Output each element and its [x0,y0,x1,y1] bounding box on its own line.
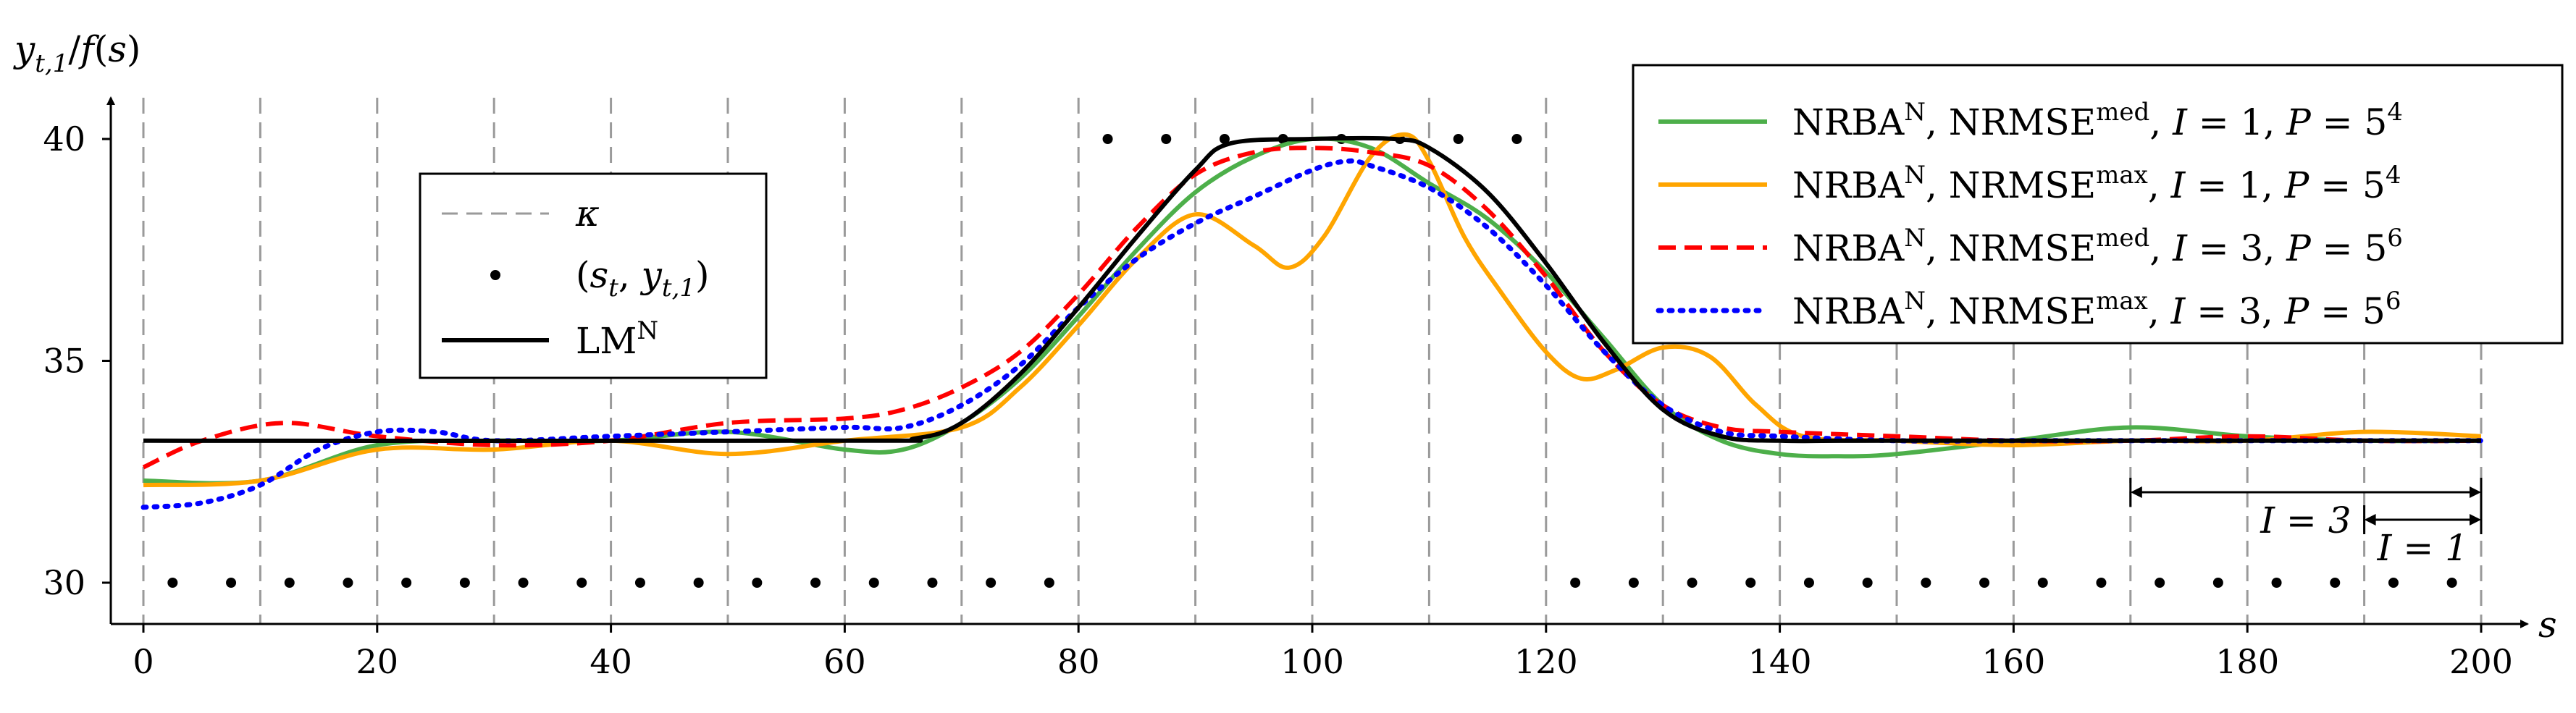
sample-point-32 [2037,578,2048,588]
x-tick-label-6: 120 [1514,642,1578,681]
x-tick-label-8: 160 [1981,642,2045,681]
legend-left: κ (st, yt,1) LMN [419,172,768,379]
interval-arrowhead-right-1 [2470,514,2481,526]
sample-point-23 [1511,134,1522,144]
sample-point-33 [2096,578,2107,588]
sample-point-12 [868,578,879,588]
sample-points [167,134,2457,588]
y-tick-label-2: 40 [43,119,85,159]
interval-arrowhead-right-0 [2470,486,2481,498]
x-tick-label-9: 180 [2215,642,2279,681]
sample-point-5 [459,578,470,588]
sample-point-34 [2155,578,2165,588]
sample-point-25 [1628,578,1639,588]
interval-label-0: I = 3 [2260,499,2351,541]
sample-point-1 [226,578,237,588]
x-tick-label-2: 40 [590,642,632,681]
sample-point-9 [693,578,704,588]
y-axis-label: yt,1/f(s) [13,28,140,78]
x-tick-label-4: 80 [1057,642,1100,681]
sample-point-35 [2212,578,2223,588]
legend-right-box [1632,64,2564,345]
legend-samples-label: (st, yt,1) [576,254,710,303]
sample-point-2 [284,578,295,588]
legend-orange-label: NRBAN, NRMSEmax, I = 1, P = 54 [1792,161,2401,206]
legend-left-box [419,172,768,379]
sample-point-15 [1044,578,1054,588]
sample-point-17 [1161,134,1172,144]
sample-point-11 [810,578,821,588]
sample-point-38 [2388,578,2399,588]
x-tick-label-3: 60 [823,642,866,681]
sample-point-10 [752,578,763,588]
sample-point-36 [2271,578,2282,588]
sample-point-22 [1453,134,1464,144]
sample-point-31 [1979,578,1990,588]
interval-arrowhead-left-1 [2364,514,2376,526]
sample-point-4 [401,578,412,588]
legend-samples-swatch [490,270,500,280]
sample-point-24 [1570,578,1581,588]
sample-point-7 [576,578,587,588]
x-tick-label-1: 20 [356,642,399,681]
sample-point-16 [1102,134,1113,144]
sample-point-8 [634,578,645,588]
sample-point-0 [167,578,178,588]
x-tick-label-5: 100 [1280,642,1344,681]
interval-label-1: I = 1 [2377,527,2468,569]
legend-kappa-label: κ [575,193,600,235]
x-tick-label-0: 0 [133,642,154,681]
legend-right: NRBAN, NRMSEmed, I = 1, P = 54 NRBAN, NR… [1632,64,2564,345]
sample-point-37 [2330,578,2341,588]
sample-point-27 [1745,578,1756,588]
interval-arrowhead-left-0 [2130,486,2142,498]
sample-point-3 [343,578,353,588]
curve-lm [143,135,2481,444]
legend-blue-label: NRBAN, NRMSEmax, I = 3, P = 56 [1792,287,2401,332]
x-axis-label: s [2538,604,2557,646]
y-tick-label-0: 30 [43,563,85,602]
sample-point-29 [1862,578,1873,588]
sample-point-30 [1921,578,1931,588]
interval-annotations: I = 3 I = 1 [2129,478,2483,569]
sample-point-14 [986,578,997,588]
x-tick-label-7: 140 [1748,642,1812,681]
x-tick-label-10: 200 [2449,642,2513,681]
sample-point-6 [518,578,529,588]
sample-point-28 [1803,578,1814,588]
curves [140,132,2484,510]
ticks: 0 20 40 60 80 100 120 140 160 180 200 30 35 40 [43,119,2512,681]
sample-point-18 [1219,134,1230,144]
sample-point-39 [2446,578,2457,588]
sample-point-13 [927,578,938,588]
sample-point-26 [1687,578,1698,588]
y-tick-label-1: 35 [43,342,85,381]
